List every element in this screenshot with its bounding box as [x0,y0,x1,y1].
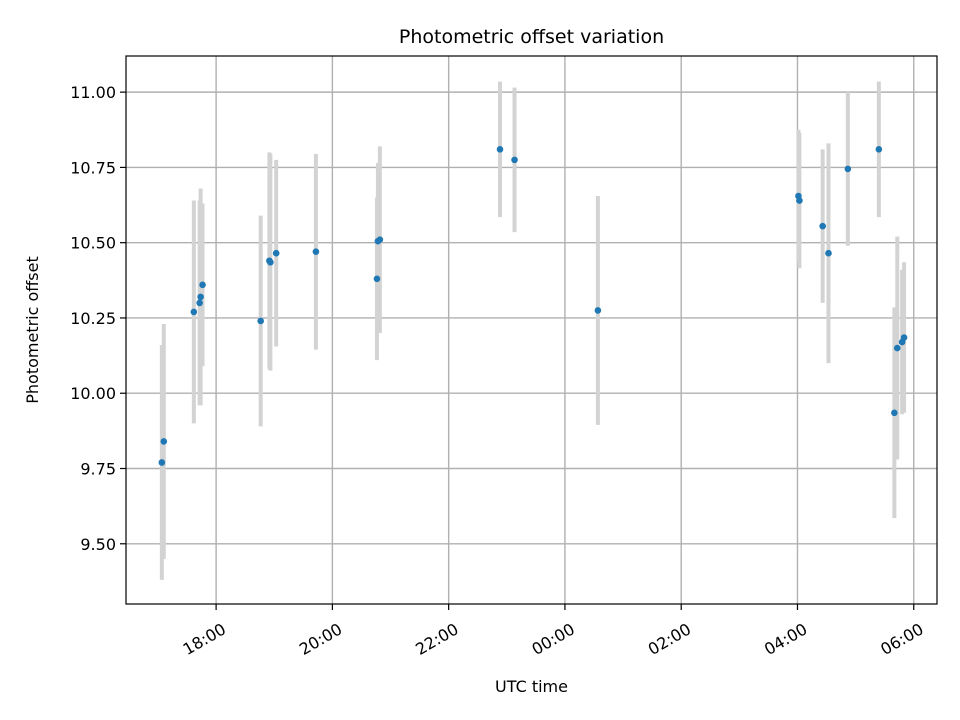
data-point [844,165,852,173]
x-tick-label: 22:00 [412,619,461,659]
data-point [190,308,198,316]
data-point [511,156,518,164]
data-point [312,248,320,256]
data-point [819,222,826,230]
y-tick-label: 10.50 [70,234,116,253]
data-point [199,281,206,289]
data-point [496,146,504,153]
data-point [197,293,204,301]
data-point [796,197,803,204]
x-tick-label: 06:00 [877,619,926,659]
y-tick-label: 10.25 [70,309,116,328]
data-point [891,409,898,417]
data-point [158,459,166,466]
data-point [893,344,901,352]
data-point [875,146,883,153]
error-bar-layer [159,81,907,580]
y-axis-title: Photometric offset [23,256,42,404]
x-tick-label: 20:00 [296,619,345,659]
chart-title: Photometric offset variation [399,26,664,48]
grid-layer [126,56,937,604]
x-tick-label: 18:00 [180,619,229,659]
data-point [373,275,381,283]
x-tick-label: 00:00 [528,619,577,659]
x-tick-label: 04:00 [761,619,810,659]
data-point-layer [158,146,908,466]
y-tick-label: 10.00 [70,384,116,403]
data-point [272,249,280,257]
y-tick-label: 9.50 [80,535,116,554]
y-axis-ticks: 9.50 9.75 10.00 10.25 10.50 10.75 11.00 [70,83,126,554]
y-tick-label: 10.75 [70,158,116,177]
data-point [900,334,908,341]
y-tick-label: 11.00 [70,83,116,102]
x-tick-label: 02:00 [645,619,694,659]
y-tick-label: 9.75 [80,460,116,479]
x-axis-ticks: 18:00 20:00 22:00 00:00 02:00 04:00 06:00 [180,604,927,659]
data-point [376,236,384,243]
x-axis-title: UTC time [495,677,568,696]
data-point [825,249,832,257]
data-point [594,307,602,314]
data-point [160,438,168,445]
data-point [267,258,274,266]
plot-frame [125,55,938,605]
data-point [257,317,264,325]
data-point [196,299,203,307]
